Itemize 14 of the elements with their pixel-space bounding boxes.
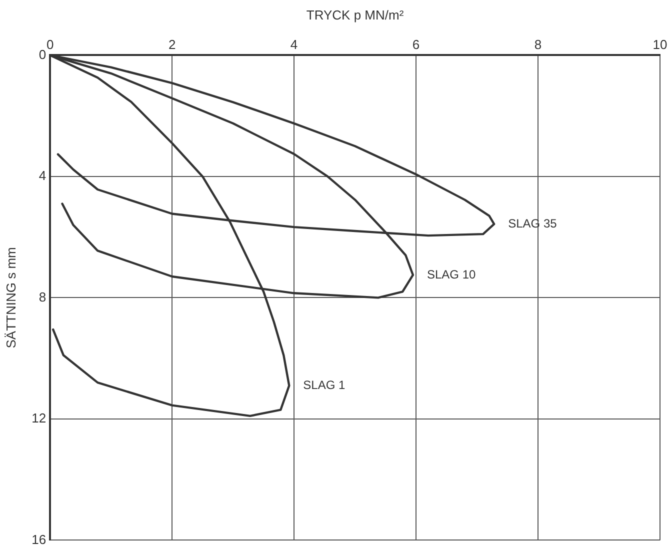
y-tick-label: 16 (32, 532, 46, 547)
y-tick-label: 4 (38, 168, 46, 184)
series-label: SLAG 10 (426, 267, 476, 282)
x-axis-title: TRYCK p MN/m² (306, 7, 404, 22)
series-label: SLAG 1 (303, 378, 346, 392)
x-tick-label: 8 (534, 36, 542, 52)
x-tick-label: 2 (168, 36, 176, 52)
y-axis-title: SÄTTNING s mm (3, 247, 18, 348)
x-tick-label: 4 (290, 36, 298, 52)
y-tick-label: 8 (38, 289, 46, 304)
x-tick-label: 6 (412, 36, 420, 52)
x-tick-label: 10 (652, 36, 668, 52)
y-tick-label: 0 (38, 46, 46, 62)
y-tick-label: 12 (32, 410, 46, 426)
